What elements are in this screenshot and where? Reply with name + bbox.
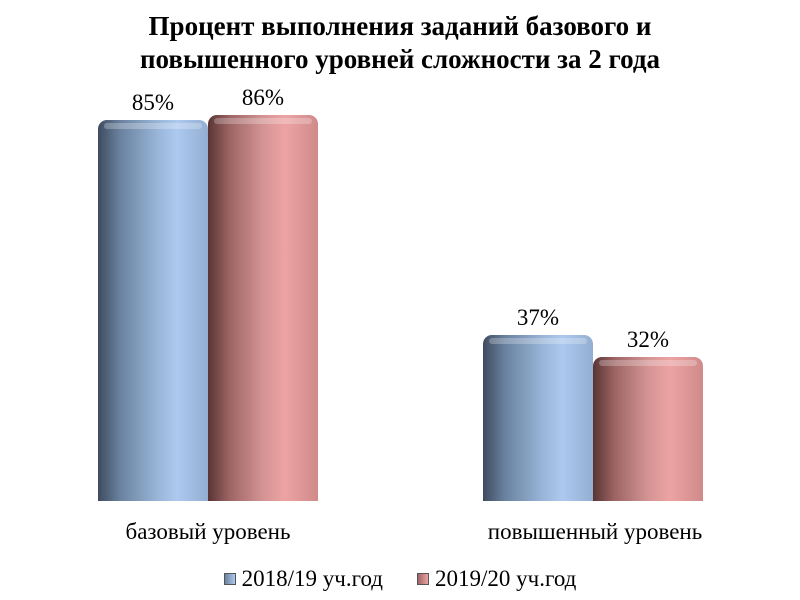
- bar-advanced-2018-19: [483, 335, 593, 501]
- bar-basic-2019-20: [208, 115, 318, 501]
- legend-label: 2018/19 уч.год: [241, 566, 383, 591]
- value-label: 85%: [131, 90, 175, 115]
- value-label: 32%: [626, 327, 670, 352]
- legend: 2018/19 уч.год 2019/20 уч.год: [0, 566, 800, 592]
- category-label-basic: базовый уровень: [125, 519, 291, 544]
- chart-title-line1: Процент выполнения заданий базового и: [148, 11, 652, 41]
- value-label: 86%: [241, 85, 285, 110]
- legend-item-2019-20: 2019/20 уч.год: [417, 566, 576, 592]
- bar-advanced-2019-20: [593, 357, 703, 501]
- category-label-advanced: повышенный уровень: [487, 519, 703, 544]
- legend-item-2018-19: 2018/19 уч.год: [223, 566, 383, 592]
- legend-swatch-blue-icon: [223, 573, 236, 585]
- legend-label: 2019/20 уч.год: [435, 566, 577, 591]
- value-label: 37%: [516, 305, 560, 330]
- chart-title: Процент выполнения заданий базового и по…: [0, 10, 800, 76]
- legend-swatch-red-icon: [417, 573, 429, 585]
- chart-title-line2: повышенного уровней сложности за 2 года: [139, 44, 660, 74]
- bar-basic-2018-19: [98, 120, 208, 501]
